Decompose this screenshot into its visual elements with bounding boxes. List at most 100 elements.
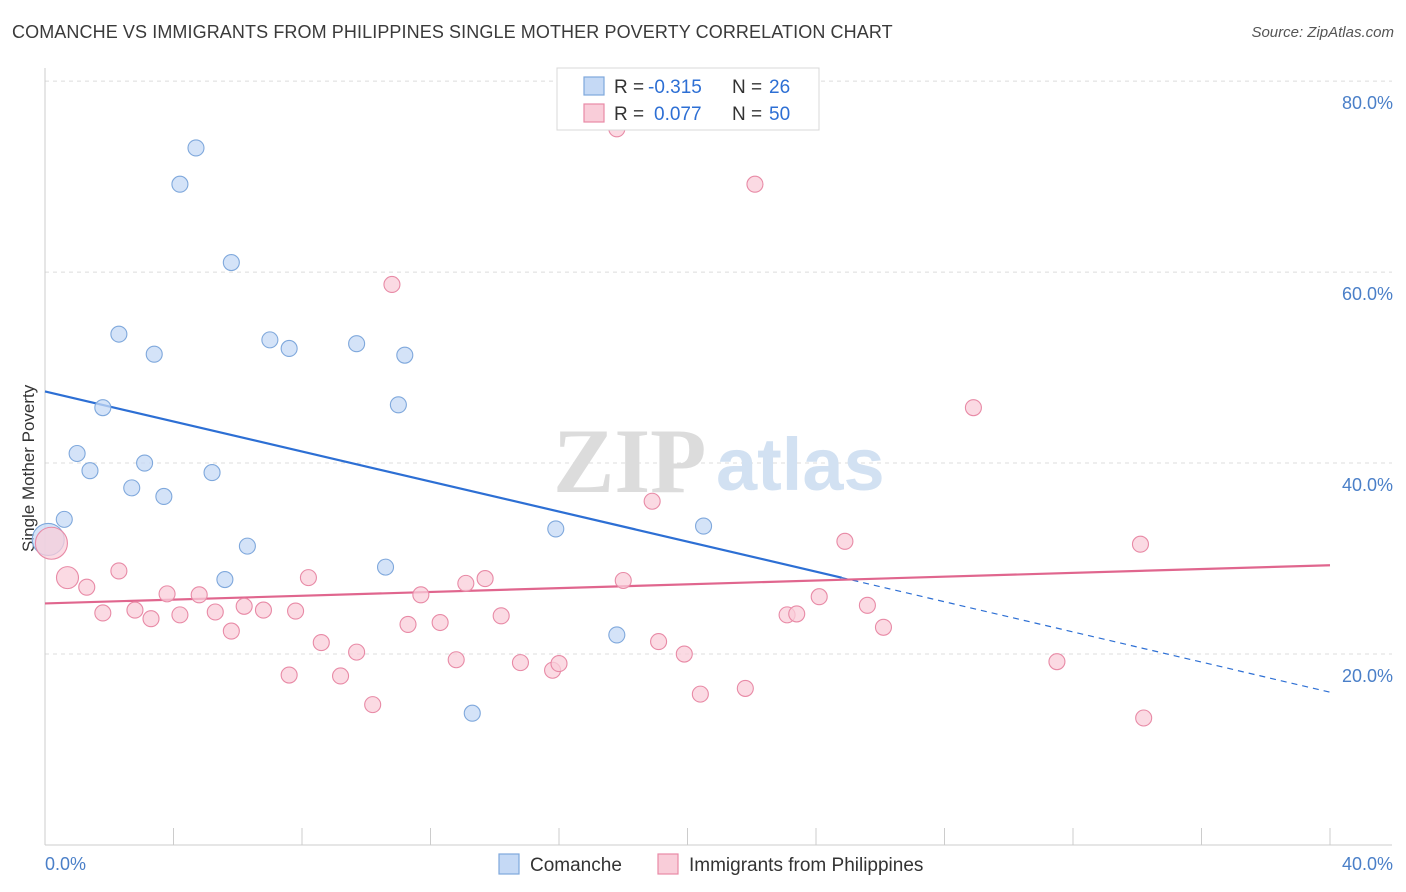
philippines-point [171,606,189,624]
philippines-point [650,633,668,651]
philippines-point [614,571,632,590]
philippines-point [235,597,253,615]
philippines-point [1131,535,1150,553]
comanche-point [463,704,481,722]
comanche-point [547,520,565,538]
philippines-point [1048,653,1066,671]
comanche-point [396,346,414,364]
data-points [31,120,1153,727]
comanche-point [695,517,713,535]
y-tick-label: 40.0% [1342,475,1393,495]
comanche-point [238,537,256,555]
comanche-point [155,487,173,506]
philippines-point [810,588,828,606]
stats-r-label-comanche: R = [614,77,644,98]
chart-title: COMANCHE VS IMMIGRANTS FROM PHILIPPINES … [12,22,893,42]
philippines-point [78,578,96,596]
legend-label-comanche: Comanche [530,855,622,876]
philippines-point [34,526,68,560]
legend-label-philippines: Immigrants from Philippines [689,855,923,876]
comanche-trend-line [44,390,842,579]
philippines-point [383,275,401,294]
philippines-point [858,596,876,614]
philippines-point [447,651,465,669]
philippines-point [142,610,160,628]
comanche-point [123,479,141,497]
source-label: Source: ZipAtlas.com [1251,24,1394,41]
stats-r-value-philippines: 0.077 [654,104,702,125]
comanche-point [171,175,189,193]
philippines-point [331,667,350,685]
philippines-point [691,685,709,703]
comanche-point [348,335,366,353]
philippines-point [1135,709,1153,727]
comanche-point [203,464,221,482]
stats-legend-swatch-philippines [583,103,605,123]
legend-swatch-philippines [657,853,679,875]
philippines-point [964,399,982,417]
philippines-point [348,643,366,661]
tick-labels: 20.0% 40.0% 60.0% 80.0% 0.0% 40.0% [45,93,1393,874]
philippines-point [299,569,317,587]
philippines-point [94,604,112,622]
philippines-point [399,615,417,633]
philippines-point [364,696,382,714]
philippines-point [190,586,208,604]
stats-n-value-philippines: 50 [769,104,790,125]
comanche-point [389,396,407,414]
philippines-point [312,634,330,652]
watermark-zip: ZIP [553,410,706,512]
stats-legend: R = -0.315 N = 26 R = 0.077 N = 50 [556,67,820,131]
legend-swatch-comanche [498,853,520,875]
philippines-point [412,586,430,604]
philippines-point [643,492,661,510]
trend-lines [44,390,1331,693]
axes [44,68,1392,846]
philippines-point [126,601,144,619]
philippines-point [254,601,273,619]
philippines-point [736,679,754,697]
comanche-point [280,339,298,358]
philippines-point [222,622,240,640]
watermark-atlas: atlas [716,423,885,506]
comanche-point [222,253,240,272]
stats-legend-swatch-comanche [583,76,605,96]
stats-n-value-comanche: 26 [769,77,790,98]
philippines-point [746,175,764,193]
bottom-legend: Comanche Immigrants from Philippines [498,853,923,876]
philippines-point [158,585,176,603]
philippines-point [280,666,298,684]
y-tick-label: 60.0% [1342,284,1393,304]
watermark: ZIP atlas [553,410,885,512]
comanche-point [110,325,128,343]
y-tick-label: 20.0% [1342,666,1393,686]
comanche-point [94,399,112,417]
stats-r-label-philippines: R = [614,104,644,125]
philippines-point [492,607,510,625]
philippines-point [55,566,80,590]
comanche-point [55,510,73,528]
x-tick-label: 40.0% [1342,854,1393,874]
comanche-point [68,444,86,463]
stats-n-label-philippines: N = [732,104,762,125]
stats-r-value-comanche: -0.315 [648,77,702,98]
comanche-trend-extension [841,577,1331,693]
stats-n-label-comanche: N = [732,77,762,98]
x-tick-label: 0.0% [45,854,86,874]
philippines-point [788,605,806,623]
comanche-point [608,626,626,644]
philippines-point [476,570,494,588]
philippines-point [206,603,224,621]
philippines-point [431,613,449,632]
comanche-point [187,139,205,157]
comanche-point [216,570,234,589]
comanche-point [376,558,395,576]
comanche-point [81,462,99,480]
philippines-trend-line [44,564,1331,605]
philippines-point [550,655,568,673]
y-tick-label: 80.0% [1342,93,1393,113]
comanche-point [136,454,154,472]
philippines-point [874,618,893,636]
y-axis-label: Single Mother Poverty [19,384,38,552]
